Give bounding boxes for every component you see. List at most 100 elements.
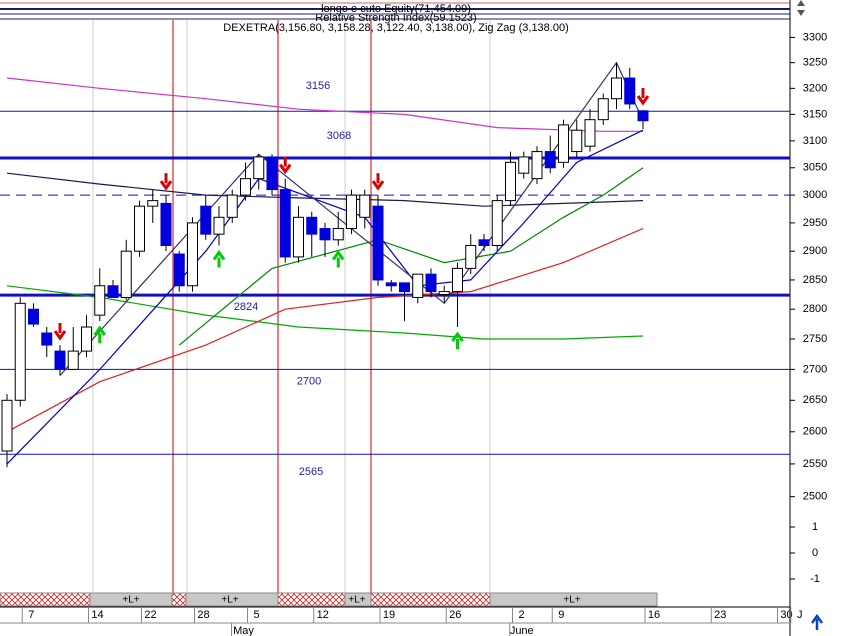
y2-tick-label: 0 (812, 547, 818, 559)
scroll-arrows[interactable] (797, 0, 805, 16)
candle-body (624, 77, 636, 105)
candle-body (213, 216, 225, 235)
candle-body (120, 250, 132, 298)
state-label: +L+ (563, 595, 580, 606)
level-label: 3068 (327, 130, 351, 142)
x-tick-label: 9 (558, 609, 564, 621)
candle-body (226, 194, 238, 218)
candle-body (571, 129, 583, 153)
candle-body (558, 124, 569, 163)
level-label: 2565 (299, 466, 323, 478)
candle-body (266, 156, 278, 191)
candle-body (372, 205, 384, 281)
month-label: May (233, 625, 254, 636)
candle-body (399, 282, 410, 293)
candle-body (187, 222, 198, 287)
x-tick-label: 23 (714, 609, 726, 621)
x-tick-label: 2 (518, 609, 524, 621)
candle-body (505, 161, 516, 202)
indicator-title: longo e cuto Equity(71,454.09) (321, 3, 471, 15)
candle-body (160, 202, 172, 246)
candle-body (14, 302, 26, 401)
state-label: +L+ (348, 595, 365, 606)
candle-body (637, 110, 649, 122)
candle-body (452, 267, 463, 293)
x-tick-label: 12 (317, 609, 329, 621)
candle-body (597, 98, 609, 121)
candle-body (611, 77, 622, 100)
level-label: 3156 (306, 80, 330, 92)
state-short (0, 592, 91, 607)
indicator-line (6, 227, 644, 433)
y-tick-label: 2750 (803, 333, 827, 345)
y-tick-label: 2600 (803, 426, 827, 438)
x-tick-label: 7 (28, 609, 34, 621)
candle-body (41, 332, 53, 346)
y-tick-label: 2550 (803, 458, 827, 470)
candle-body (385, 282, 397, 287)
buy-arrow (93, 325, 106, 344)
month-label: June (510, 625, 534, 636)
candle-body (359, 194, 371, 218)
state-short (277, 592, 346, 607)
y-tick-label: 2900 (803, 245, 827, 257)
candle-body (94, 285, 106, 316)
chart-title: DEXETRA(3,156.80, 3,158.28, 3,122.40, 3,… (223, 22, 569, 34)
indicator-line (6, 285, 644, 340)
x-tick-label: 16 (648, 609, 660, 621)
y-tick-label: 2700 (803, 363, 827, 375)
y2-tick-label: 1 (812, 521, 818, 533)
candle-body (544, 151, 556, 169)
y2-tick-label: -1 (810, 573, 820, 585)
candle-body (54, 350, 66, 370)
candle-body (28, 308, 39, 325)
candle-body (465, 244, 477, 269)
candle-body (147, 200, 159, 207)
candle-body (200, 205, 212, 235)
indicator-line (6, 129, 644, 465)
x-tick-label: 5 (253, 609, 259, 621)
sell-arrow (371, 173, 385, 191)
x-tick-label: 22 (144, 609, 156, 621)
y-tick-label: 3200 (803, 82, 827, 94)
candle-body (491, 200, 503, 246)
level-label: 2700 (297, 375, 321, 387)
candle-body (279, 189, 291, 258)
indicator-title: Relative Strength Index(59.1523) (315, 12, 476, 24)
y-tick-label: 3000 (803, 189, 827, 201)
y-tick-label: 2800 (803, 303, 827, 315)
candle-body (332, 228, 344, 241)
y-tick-label: 3050 (803, 162, 827, 174)
x-tick-label: J (797, 609, 803, 621)
x-tick-label: 30 (780, 609, 792, 621)
candle-body (107, 285, 119, 298)
candle-body (81, 326, 92, 352)
y-tick-label: 3250 (803, 57, 827, 69)
state-short (370, 592, 491, 607)
y-tick-label: 3300 (803, 31, 827, 43)
y-tick-label: 2500 (803, 491, 827, 503)
candle-body (173, 253, 185, 287)
state-long (489, 592, 658, 607)
x-tick-label: 19 (383, 609, 395, 621)
candle-body (253, 156, 265, 180)
scroll-up-button[interactable] (810, 613, 824, 630)
buy-arrow (212, 249, 226, 268)
candle-body (240, 178, 251, 196)
x-tick-label: 28 (197, 609, 209, 621)
level-label: 2824 (234, 301, 258, 313)
y-tick-label: 2650 (803, 394, 827, 406)
candle-body (438, 291, 450, 296)
y-tick-label: 2950 (803, 217, 827, 229)
x-tick-label: 26 (449, 609, 461, 621)
y-tick-label: 3150 (803, 108, 827, 120)
candle-body (412, 273, 424, 298)
candle-body (346, 194, 357, 230)
candle-body (518, 156, 530, 174)
candle-body (134, 205, 145, 252)
candle-body (319, 228, 331, 241)
sell-arrow (636, 88, 650, 106)
sell-arrow (53, 323, 67, 341)
